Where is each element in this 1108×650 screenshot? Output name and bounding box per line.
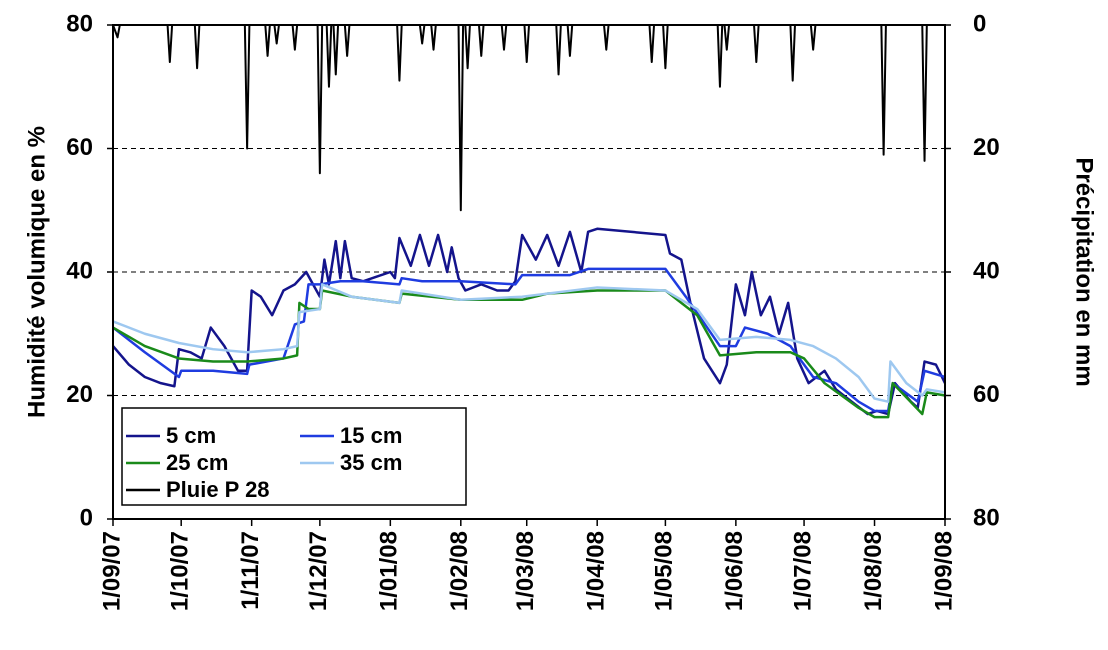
series-line [112, 289, 946, 419]
series-line [112, 283, 946, 403]
y2-tick-label: 60 [973, 381, 1000, 408]
x-tick-label: 1/05/08 [651, 531, 678, 611]
x-tick-label: 1/10/07 [167, 531, 194, 611]
x-tick-label: 1/02/08 [446, 531, 473, 611]
y2-axis-title: Précipitation en mm [1071, 157, 1098, 386]
y-tick-label: 80 [66, 10, 93, 37]
x-tick-label: 1/09/08 [930, 531, 957, 611]
y2-tick-label: 0 [973, 10, 986, 37]
y-tick-label: 40 [66, 257, 93, 284]
legend-label: Pluie P 28 [166, 477, 270, 502]
series-line [112, 267, 946, 413]
x-tick-label: 1/04/08 [583, 531, 610, 611]
legend-label: 35 cm [340, 450, 402, 475]
plot-frame [112, 24, 946, 520]
x-tick-label: 1/11/07 [237, 531, 264, 610]
x-tick-label: 1/09/07 [98, 531, 125, 611]
x-tick-label: 1/03/08 [512, 531, 539, 611]
legend-box [121, 407, 467, 506]
series-line [112, 24, 945, 212]
x-tick-label: 1/12/07 [305, 531, 332, 611]
y-axis-title: Humidité volumique en % [23, 126, 50, 418]
x-tick-label: 1/07/08 [789, 531, 816, 611]
legend-label: 15 cm [340, 423, 402, 448]
y-tick-label: 20 [66, 381, 93, 408]
series-line [112, 227, 947, 416]
x-tick-label: 1/08/08 [860, 531, 887, 611]
y2-tick-label: 20 [973, 134, 1000, 161]
legend-label: 5 cm [166, 423, 216, 448]
legend-label: 25 cm [166, 450, 228, 475]
y-tick-label: 60 [66, 134, 93, 161]
y2-tick-label: 80 [973, 504, 1000, 531]
y2-tick-label: 40 [973, 257, 1000, 284]
y-tick-label: 0 [80, 504, 93, 531]
x-tick-label: 1/01/08 [376, 531, 403, 611]
x-tick-label: 1/06/08 [721, 531, 748, 611]
